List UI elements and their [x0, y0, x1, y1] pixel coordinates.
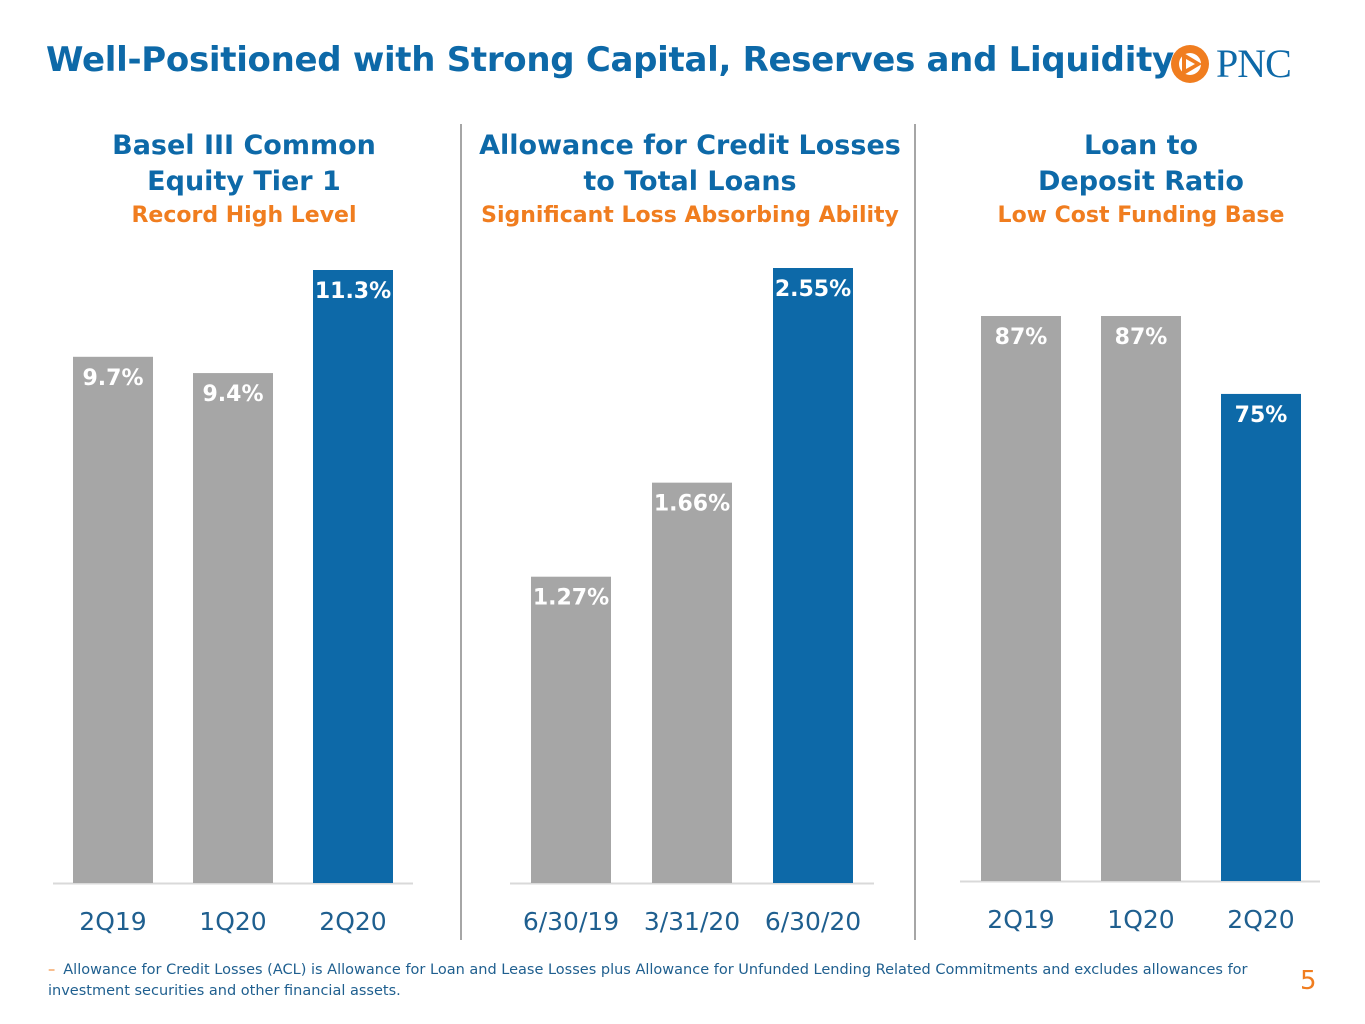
data-label: 87%	[1115, 325, 1168, 350]
chart-panel-3: 87% 2Q19 87% 1Q20 75% 2Q20	[960, 316, 1320, 934]
bar-3-31-20	[652, 482, 732, 883]
panel-title-line1: Basel III Common	[112, 130, 376, 161]
panel-subtitle: Record High Level	[131, 203, 357, 228]
x-tick-label: 2Q19	[987, 905, 1054, 934]
bar-6-30-20	[773, 268, 853, 883]
data-label: 11.3%	[315, 279, 391, 304]
panel-header-cet1: Basel III Common Equity Tier 1 Record Hi…	[24, 128, 464, 232]
data-label: 2.55%	[775, 277, 851, 302]
panel-title-line1: Allowance for Credit Losses	[479, 130, 901, 161]
x-tick-label: 3/31/20	[644, 907, 740, 936]
bar-2Q20	[1221, 393, 1301, 881]
panel-header-acl: Allowance for Credit Losses to Total Loa…	[470, 128, 910, 232]
data-label: 9.7%	[82, 366, 143, 391]
bar-6-30-19	[531, 576, 611, 883]
data-label: 9.4%	[202, 382, 263, 407]
data-label: 87%	[995, 325, 1048, 350]
pnc-logo-icon	[1171, 45, 1209, 83]
bar-2Q19	[73, 356, 153, 883]
panel-title-line1: Loan to	[1083, 130, 1199, 161]
x-tick-label: 6/30/20	[765, 907, 861, 936]
x-tick-label: 1Q20	[199, 907, 266, 936]
panel-subtitle: Significant Loss Absorbing Ability	[481, 203, 899, 228]
x-tick-label: 1Q20	[1107, 905, 1174, 934]
bar-2Q19	[981, 316, 1061, 881]
panel-header-ltd: Loan to Deposit Ratio Low Cost Funding B…	[921, 128, 1361, 232]
bar-2Q20	[313, 270, 393, 883]
panel-title-line2: Deposit Ratio	[1038, 166, 1244, 197]
x-tick-label: 2Q20	[319, 907, 386, 936]
x-tick-label: 6/30/19	[523, 907, 619, 936]
footnote-text: Allowance for Credit Losses (ACL) is All…	[48, 962, 1248, 999]
data-label: 75%	[1235, 403, 1288, 428]
page-title: Well-Positioned with Strong Capital, Res…	[46, 40, 1174, 80]
bar-charts: 9.7% 2Q19 9.4% 1Q20 11.3% 2Q20 1.27% 6/30/19 1.6…	[53, 268, 1320, 936]
data-label: 1.27%	[533, 586, 609, 611]
panel-title-line2: to Total Loans	[583, 166, 797, 197]
panel-divider	[460, 124, 462, 940]
panel-title-line2: Equity Tier 1	[147, 166, 341, 197]
pnc-logo: PNC	[1168, 38, 1328, 88]
data-label: 1.66%	[654, 492, 730, 517]
chart-panel-2: 1.27% 6/30/19 1.66% 3/31/20 2.55% 6/30/20	[510, 268, 874, 936]
page-number: 5	[1300, 966, 1317, 996]
bar-1Q20	[193, 373, 273, 883]
bar-1Q20	[1101, 316, 1181, 881]
footnote: – Allowance for Credit Losses (ACL) is Al…	[48, 960, 1288, 1002]
x-tick-label: 2Q19	[79, 907, 146, 936]
chart-panel-1: 9.7% 2Q19 9.4% 1Q20 11.3% 2Q20	[53, 270, 413, 936]
footnote-dash: –	[48, 962, 56, 978]
x-tick-label: 2Q20	[1227, 905, 1294, 934]
panel-divider	[914, 124, 916, 940]
logo-text: PNC	[1216, 41, 1292, 86]
panel-subtitle: Low Cost Funding Base	[997, 203, 1285, 228]
